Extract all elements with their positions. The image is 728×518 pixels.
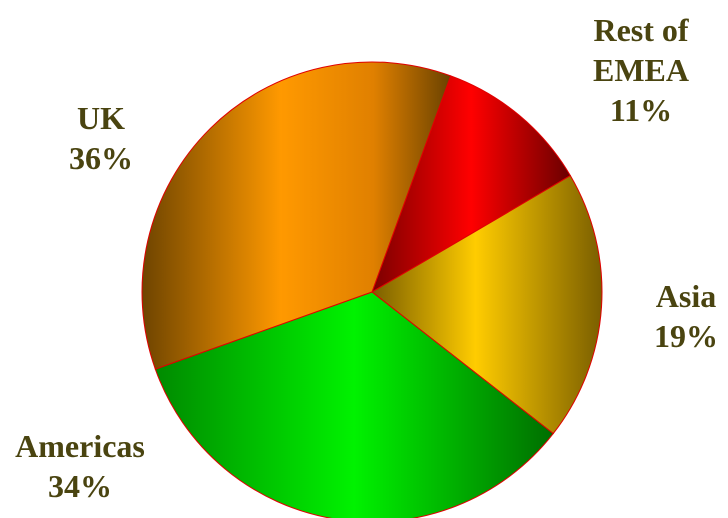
slice-label-rest-of-emea: Rest of EMEA 11% [572,10,710,130]
slice-name-line1: Rest of [593,12,689,48]
slice-percent: 11% [609,92,673,128]
pie-slice-asia [371,174,603,435]
slice-name: Asia [655,278,717,314]
slice-percent: 34% [48,468,112,504]
slice-percent: 19% [654,318,718,354]
slice-percent: 36% [69,140,133,176]
pie-slice-americas [154,291,554,518]
slice-label-uk: UK 36% [54,98,148,178]
slice-label-americas: Americas 34% [4,426,156,506]
pie-slice-rest-of-emea [371,75,572,294]
slice-name-line2: EMEA [593,52,689,88]
slice-label-asia: Asia 19% [636,276,728,356]
slice-name: UK [77,100,125,136]
slice-name: Americas [15,428,145,464]
pie-slice-uk [141,61,452,370]
